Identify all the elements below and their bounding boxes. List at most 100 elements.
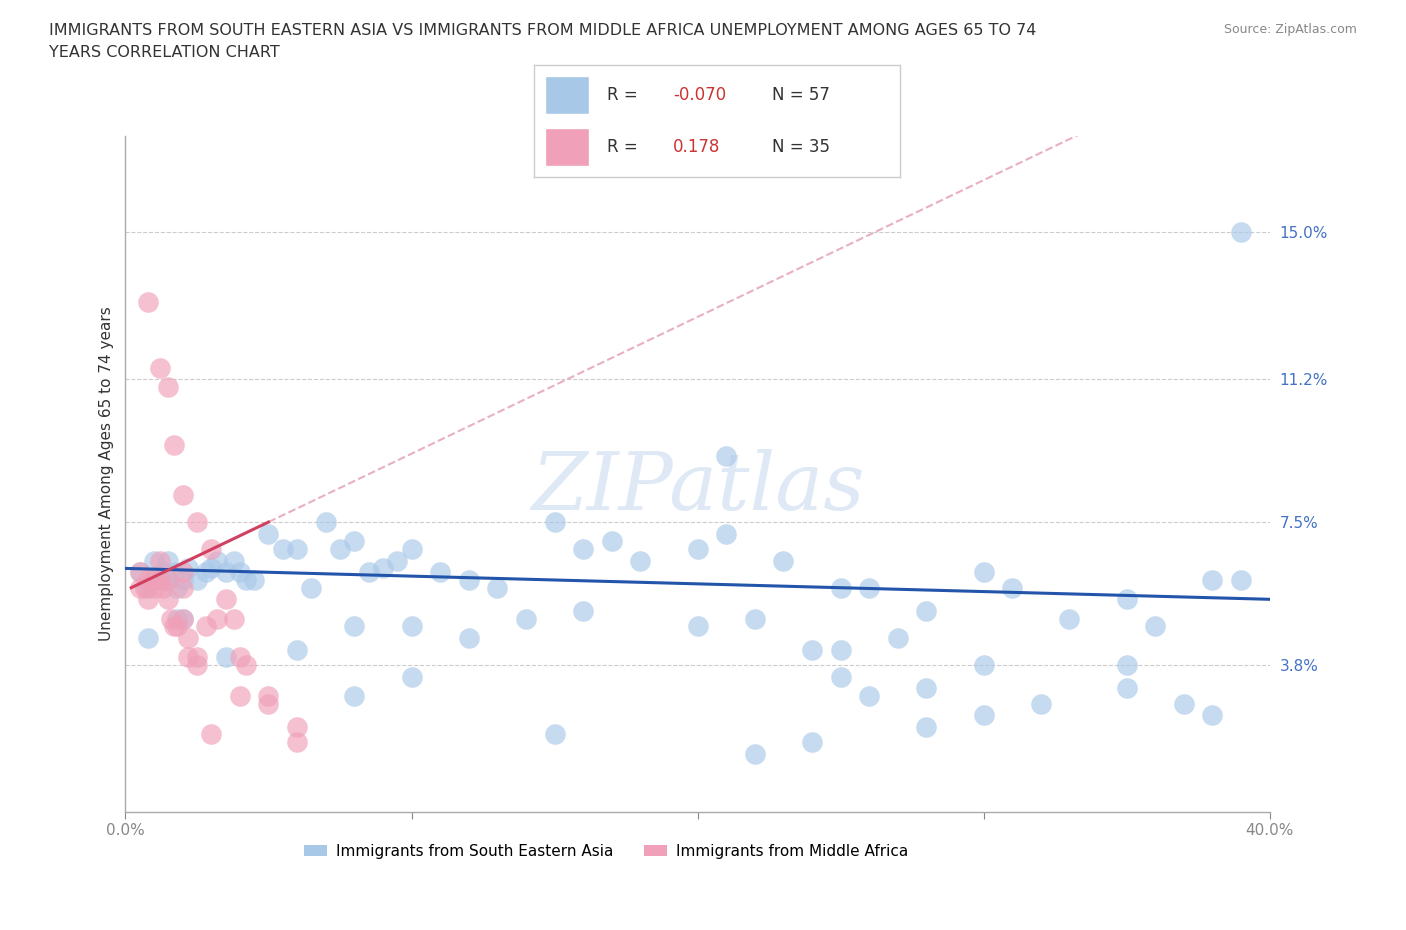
Point (1173, 697, 1195, 711)
Point (515, 611, 537, 626)
Text: N = 35: N = 35 (772, 138, 830, 155)
Point (973, 708, 995, 723)
Point (543, 514, 565, 529)
Text: ZIPatlas: ZIPatlas (531, 448, 865, 526)
Point (915, 604, 938, 618)
Point (149, 360, 172, 375)
Point (186, 650, 208, 665)
Point (157, 573, 180, 588)
Point (177, 631, 200, 645)
Point (543, 727, 565, 742)
Point (1144, 618, 1167, 633)
Point (163, 565, 186, 579)
Point (257, 526, 280, 541)
Point (194, 618, 217, 633)
Point (186, 514, 208, 529)
Point (134, 580, 156, 595)
Point (128, 580, 150, 595)
Point (915, 719, 938, 734)
Point (214, 591, 236, 606)
Point (224, 611, 246, 626)
Point (429, 565, 451, 579)
Point (214, 650, 236, 665)
Point (143, 573, 166, 588)
Point (166, 611, 188, 626)
Point (157, 379, 180, 394)
Point (1230, 573, 1253, 588)
Point (387, 553, 409, 568)
Text: 0.178: 0.178 (673, 138, 720, 155)
Point (172, 580, 194, 595)
Point (138, 295, 160, 310)
Point (887, 631, 910, 645)
Point (138, 591, 160, 606)
Point (801, 735, 824, 750)
Point (714, 526, 737, 541)
Point (1001, 580, 1024, 595)
Point (200, 727, 222, 742)
Point (457, 573, 479, 588)
Point (357, 565, 380, 579)
Legend: Immigrants from South Eastern Asia, Immigrants from Middle Africa: Immigrants from South Eastern Asia, Immi… (298, 838, 914, 865)
Point (166, 580, 188, 595)
Point (772, 553, 794, 568)
Point (143, 573, 166, 588)
Point (1059, 611, 1081, 626)
Point (285, 719, 308, 734)
Point (214, 565, 236, 579)
Point (235, 573, 257, 588)
Point (973, 658, 995, 672)
Point (149, 553, 172, 568)
Text: -0.070: -0.070 (673, 86, 727, 104)
Point (157, 573, 180, 588)
Point (801, 642, 824, 657)
Point (186, 573, 208, 588)
Point (1115, 658, 1137, 672)
Point (172, 487, 194, 502)
Point (177, 650, 200, 665)
Point (600, 534, 623, 549)
Point (163, 618, 186, 633)
Point (152, 580, 174, 595)
Point (1201, 708, 1223, 723)
Point (830, 669, 852, 684)
Point (830, 580, 852, 595)
Point (628, 553, 651, 568)
Point (744, 611, 766, 626)
Point (714, 449, 737, 464)
Point (486, 580, 509, 595)
Point (572, 604, 595, 618)
Point (205, 611, 228, 626)
Point (138, 580, 160, 595)
Point (229, 650, 252, 665)
Point (401, 669, 423, 684)
FancyBboxPatch shape (546, 127, 589, 166)
Point (157, 553, 180, 568)
Point (1115, 591, 1137, 606)
Text: Source: ZipAtlas.com: Source: ZipAtlas.com (1223, 23, 1357, 36)
Text: IMMIGRANTS FROM SOUTH EASTERN ASIA VS IMMIGRANTS FROM MIDDLE AFRICA UNEMPLOYMENT: IMMIGRANTS FROM SOUTH EASTERN ASIA VS IM… (49, 23, 1036, 60)
Point (299, 580, 322, 595)
Point (235, 658, 257, 672)
Point (1230, 225, 1253, 240)
Point (194, 565, 217, 579)
Point (329, 541, 352, 556)
Point (163, 437, 186, 452)
Point (973, 565, 995, 579)
Point (172, 565, 194, 579)
Text: N = 57: N = 57 (772, 86, 830, 104)
Point (138, 631, 160, 645)
Point (858, 688, 880, 703)
Point (138, 573, 160, 588)
Point (1115, 681, 1137, 696)
Point (257, 697, 280, 711)
Point (243, 573, 266, 588)
Point (143, 580, 166, 595)
Point (315, 514, 337, 529)
Point (172, 611, 194, 626)
Point (157, 591, 180, 606)
Point (143, 553, 166, 568)
Point (186, 658, 208, 672)
Point (152, 565, 174, 579)
Point (128, 565, 150, 579)
